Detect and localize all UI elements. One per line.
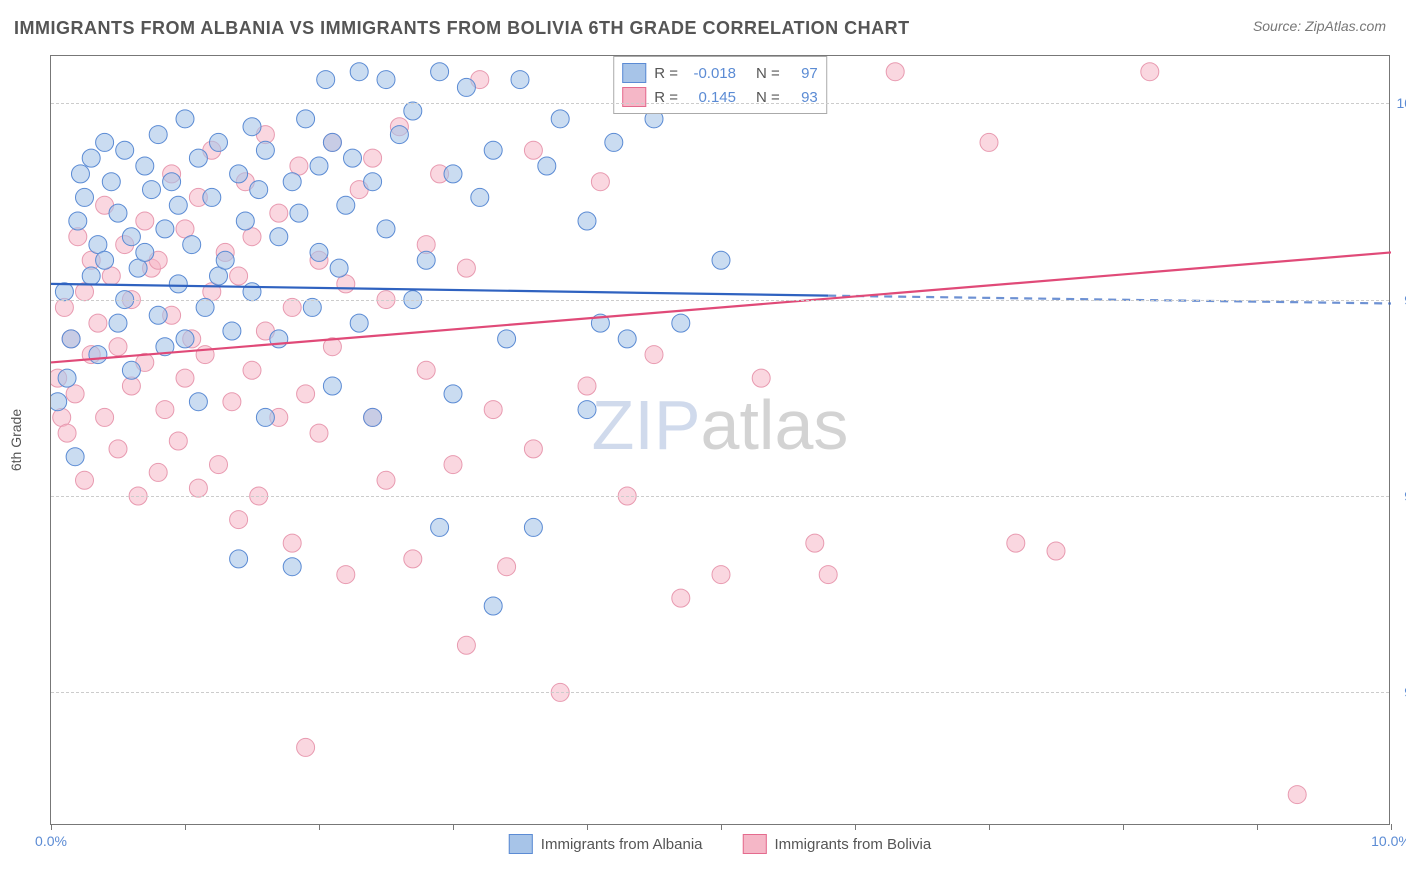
legend-top-row: R =0.145N =93 bbox=[622, 85, 818, 109]
x-tick-mark bbox=[51, 824, 52, 830]
x-tick-mark bbox=[855, 824, 856, 830]
legend-bottom-item: Immigrants from Albania bbox=[509, 834, 703, 854]
legend-bottom-item: Immigrants from Bolivia bbox=[743, 834, 932, 854]
x-tick-mark bbox=[721, 824, 722, 830]
legend-r-value: -0.018 bbox=[686, 65, 736, 82]
chart-container: IMMIGRANTS FROM ALBANIA VS IMMIGRANTS FR… bbox=[0, 0, 1406, 892]
legend-series-label: Immigrants from Bolivia bbox=[775, 836, 932, 853]
gridline-h bbox=[51, 103, 1389, 104]
gridline-h bbox=[51, 300, 1389, 301]
legend-n-label: N = bbox=[756, 65, 780, 82]
gridline-h bbox=[51, 692, 1389, 693]
legend-top-row: R = -0.018 N = 97 bbox=[622, 61, 818, 85]
x-tick-mark bbox=[989, 824, 990, 830]
x-tick-mark bbox=[319, 824, 320, 830]
legend-bottom: Immigrants from Albania Immigrants from B… bbox=[509, 834, 931, 854]
legend-r-label: R = bbox=[654, 65, 678, 82]
source-label: Source: ZipAtlas.com bbox=[1253, 18, 1386, 34]
y-tick-label: 100.0% bbox=[1397, 95, 1406, 111]
chart-frame: 6th Grade ZIPatlas R =-0.018N =97R =0.14… bbox=[50, 55, 1390, 825]
legend-top: R = -0.018 N = 97 R =0.145N =93 bbox=[613, 56, 827, 114]
legend-swatch-icon bbox=[509, 834, 533, 854]
legend-swatch-icon bbox=[743, 834, 767, 854]
gridline-h bbox=[51, 496, 1389, 497]
x-tick-mark bbox=[185, 824, 186, 830]
legend-series-label: Immigrants from Albania bbox=[541, 836, 703, 853]
x-tick-label: 10.0% bbox=[1371, 833, 1406, 849]
x-tick-mark bbox=[1257, 824, 1258, 830]
x-tick-label: 0.0% bbox=[35, 833, 67, 849]
scatter-plot bbox=[51, 56, 1391, 826]
legend-swatch-icon bbox=[622, 63, 646, 83]
x-tick-mark bbox=[1391, 824, 1392, 830]
x-tick-mark bbox=[1123, 824, 1124, 830]
chart-title: IMMIGRANTS FROM ALBANIA VS IMMIGRANTS FR… bbox=[14, 18, 910, 39]
x-tick-mark bbox=[587, 824, 588, 830]
x-tick-mark bbox=[453, 824, 454, 830]
y-axis-title: 6th Grade bbox=[8, 409, 24, 471]
legend-n-value: 97 bbox=[788, 65, 818, 82]
